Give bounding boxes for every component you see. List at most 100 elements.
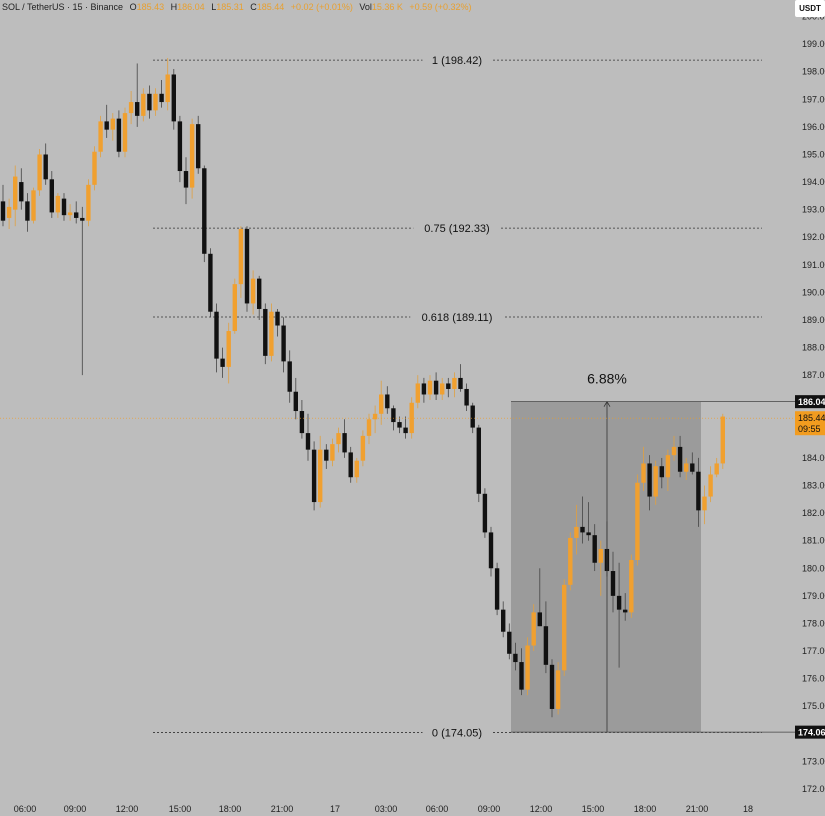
candle[interactable]: [519, 648, 524, 696]
candle[interactable]: [128, 91, 134, 125]
candle[interactable]: [55, 193, 61, 218]
candle[interactable]: [257, 275, 262, 320]
candle[interactable]: [311, 441, 317, 511]
candle[interactable]: [555, 662, 561, 715]
candle[interactable]: [440, 377, 445, 400]
candle[interactable]: [488, 526, 494, 577]
candle[interactable]: [635, 474, 640, 566]
candle[interactable]: [43, 143, 48, 185]
candle[interactable]: [293, 377, 298, 420]
candle[interactable]: [562, 579, 567, 676]
candle[interactable]: [135, 63, 140, 127]
candle[interactable]: [147, 85, 152, 119]
candle[interactable]: [677, 435, 683, 478]
candle[interactable]: [153, 88, 158, 116]
candle[interactable]: [397, 416, 402, 434]
candle[interactable]: [372, 405, 378, 434]
candle[interactable]: [220, 347, 225, 378]
candle[interactable]: [49, 171, 54, 218]
candle[interactable]: [116, 110, 122, 158]
candle[interactable]: [25, 193, 30, 232]
candle[interactable]: [482, 488, 488, 538]
candle[interactable]: [702, 485, 707, 525]
candle[interactable]: [464, 383, 469, 412]
candle[interactable]: [189, 118, 195, 199]
candle[interactable]: [269, 303, 274, 362]
candle[interactable]: [287, 350, 292, 403]
candle[interactable]: [690, 452, 695, 475]
candle[interactable]: [696, 457, 701, 527]
candle[interactable]: [403, 416, 408, 439]
candle[interactable]: [360, 430, 366, 467]
candle[interactable]: [196, 115, 201, 174]
candle[interactable]: [568, 532, 573, 591]
candle[interactable]: [67, 204, 73, 221]
candle[interactable]: [354, 457, 359, 483]
candle[interactable]: [653, 460, 658, 505]
candle[interactable]: [232, 278, 237, 334]
candle[interactable]: [208, 248, 213, 318]
candle[interactable]: [513, 642, 518, 671]
candle[interactable]: [13, 165, 18, 227]
candle[interactable]: [549, 659, 555, 718]
candle[interactable]: [336, 427, 341, 453]
candle[interactable]: [684, 457, 689, 480]
candle[interactable]: [446, 377, 451, 398]
candle[interactable]: [610, 551, 616, 613]
candle[interactable]: [6, 198, 12, 229]
candle[interactable]: [421, 377, 427, 403]
candle[interactable]: [177, 115, 183, 183]
candle[interactable]: [110, 113, 115, 141]
candle[interactable]: [366, 413, 372, 445]
candle[interactable]: [543, 601, 549, 674]
candle[interactable]: [74, 201, 79, 224]
candle[interactable]: [385, 386, 390, 414]
candle[interactable]: [238, 226, 244, 298]
candle[interactable]: [507, 623, 512, 660]
candle[interactable]: [580, 496, 585, 544]
candle[interactable]: [202, 165, 207, 263]
candle[interactable]: [458, 364, 463, 392]
candle[interactable]: [86, 179, 91, 227]
candle[interactable]: [379, 380, 384, 425]
candle[interactable]: [61, 193, 67, 221]
candle[interactable]: [31, 187, 36, 224]
candle[interactable]: [629, 554, 634, 618]
candle[interactable]: [592, 524, 597, 572]
candle[interactable]: [104, 104, 109, 138]
candle[interactable]: [427, 375, 433, 400]
candle[interactable]: [525, 637, 530, 696]
candle[interactable]: [92, 146, 97, 191]
candle[interactable]: [80, 206, 85, 376]
candle[interactable]: [183, 157, 189, 205]
candle[interactable]: [226, 322, 231, 384]
candle[interactable]: [616, 562, 622, 668]
candle[interactable]: [433, 372, 439, 400]
candle[interactable]: [598, 540, 603, 596]
candle[interactable]: [275, 308, 280, 337]
candle[interactable]: [470, 402, 475, 434]
candle[interactable]: [501, 601, 506, 638]
candle[interactable]: [299, 400, 305, 439]
candle[interactable]: [586, 502, 591, 541]
candle[interactable]: [318, 435, 323, 508]
candle[interactable]: [659, 457, 664, 489]
candle[interactable]: [494, 562, 500, 616]
candle[interactable]: [537, 568, 542, 627]
candle[interactable]: [671, 435, 677, 461]
candle[interactable]: [122, 107, 128, 158]
candle[interactable]: [324, 444, 329, 469]
candle[interactable]: [214, 303, 219, 373]
candle[interactable]: [19, 168, 24, 210]
candle[interactable]: [159, 80, 164, 108]
candle[interactable]: [531, 604, 536, 652]
candle[interactable]: [244, 226, 250, 312]
candle[interactable]: [250, 270, 256, 315]
candle[interactable]: [305, 413, 311, 461]
candle[interactable]: [342, 419, 347, 458]
candle[interactable]: [623, 593, 628, 621]
candle[interactable]: [165, 57, 170, 111]
candle[interactable]: [647, 455, 652, 511]
candle[interactable]: [141, 88, 146, 122]
